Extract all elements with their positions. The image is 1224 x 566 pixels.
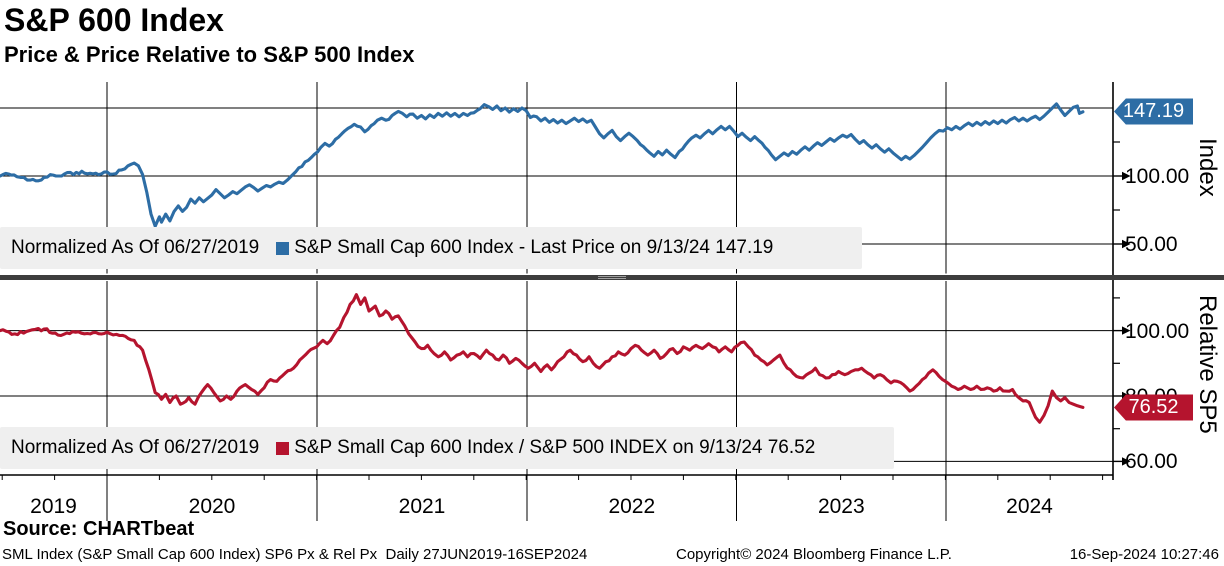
legend-normalized-label: Normalized As Of 06/27/2019 xyxy=(11,237,260,258)
legend-series-label: S&P Small Cap 600 Index / S&P 500 INDEX … xyxy=(294,437,816,458)
y-tick-label: 60.00 xyxy=(1125,450,1178,474)
year-label-2022: 2022 xyxy=(608,495,656,518)
page-subtitle: Price & Price Relative to S&P 500 Index xyxy=(4,42,415,67)
page-title: S&P 600 Index xyxy=(4,2,224,38)
y-tick-label: 50.00 xyxy=(1125,233,1178,256)
legend-top-panel[interactable]: Normalized As Of 06/27/2019 S&P Small Ca… xyxy=(0,227,862,269)
source-line: Source: CHARTbeat xyxy=(3,518,195,540)
last-price-tag-relative: 76.52 xyxy=(1114,394,1193,421)
legend-bottom-panel[interactable]: Normalized As Of 06/27/2019 S&P Small Ca… xyxy=(0,427,894,469)
last-price-tag-index: 147.19 xyxy=(1114,98,1193,125)
separator-drag-grip-icon[interactable] xyxy=(598,276,626,279)
footer-timestamp: 16-Sep-2024 10:27:46 xyxy=(1069,546,1219,563)
year-label-2019: 2019 xyxy=(30,495,77,518)
legend-normalized-label: Normalized As Of 06/27/2019 xyxy=(11,437,260,458)
y-tick-label: 100.00 xyxy=(1125,319,1190,343)
legend-series-label: S&P Small Cap 600 Index - Last Price on … xyxy=(294,237,774,258)
y-axis-title-bottom: Relative SP5 xyxy=(1194,295,1221,434)
panel-separator xyxy=(0,275,1224,280)
sp600-relative-line xyxy=(0,293,1085,424)
blue-series-swatch-icon xyxy=(276,241,290,255)
y-tick-label: 100.00 xyxy=(1125,165,1190,188)
y-axis-title-top: Index xyxy=(1194,138,1221,197)
year-label-2024: 2024 xyxy=(1006,495,1053,518)
sp600-price-line xyxy=(0,102,1085,228)
axes xyxy=(0,82,1114,480)
footer-security-description: SML Index (S&P Small Cap 600 Index) SP6 … xyxy=(2,546,588,563)
year-label-2020: 2020 xyxy=(188,495,236,518)
x-axis-ticks xyxy=(1,475,1104,480)
red-series-swatch-icon xyxy=(276,441,290,455)
year-label-2023: 2023 xyxy=(817,495,865,518)
footer-copyright: Copyright© 2024 Bloomberg Finance L.P. xyxy=(676,546,952,563)
year-label-2021: 2021 xyxy=(398,495,446,518)
